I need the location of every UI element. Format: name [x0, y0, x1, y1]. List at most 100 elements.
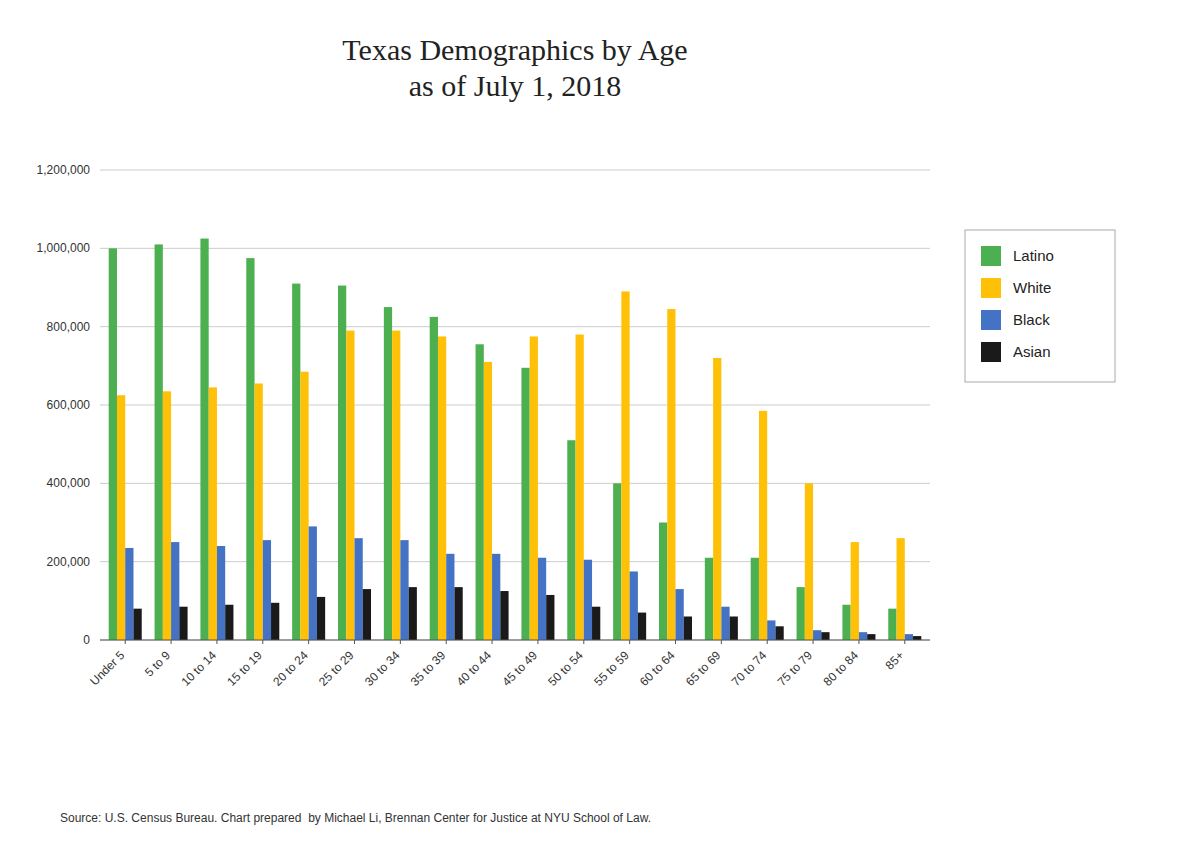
bar — [630, 571, 638, 640]
bar — [859, 632, 867, 640]
bar — [484, 362, 492, 640]
bar — [200, 239, 208, 640]
bar — [721, 607, 729, 640]
bar — [684, 617, 692, 641]
grid-line — [100, 405, 930, 406]
x-tick — [629, 640, 630, 644]
x-tick-label: 70 to 74 — [729, 648, 770, 689]
bar — [217, 546, 225, 640]
x-tick — [858, 640, 859, 644]
legend-label: Latino — [1013, 247, 1054, 264]
bar — [759, 411, 767, 640]
x-tick-label: 40 to 44 — [454, 648, 495, 689]
bar-series — [125, 526, 913, 640]
x-tick-label: 85+ — [883, 648, 907, 672]
legend-label: Asian — [1013, 343, 1051, 360]
bar — [576, 335, 584, 641]
x-tick — [492, 640, 493, 644]
bar — [813, 630, 821, 640]
y-tick-label: 1,200,000 — [37, 163, 91, 177]
x-tick — [400, 640, 401, 644]
bar — [155, 244, 163, 640]
bar — [867, 634, 875, 640]
bar — [409, 587, 417, 640]
bar — [125, 548, 133, 640]
bar — [392, 331, 400, 640]
bars — [109, 239, 922, 640]
bar — [492, 554, 500, 640]
x-tick — [675, 640, 676, 644]
bar — [246, 258, 254, 640]
bar — [675, 589, 683, 640]
y-tick-label: 200,000 — [47, 555, 91, 569]
chart: Texas Demographics by Ageas of July 1, 2… — [0, 0, 1200, 852]
legend: LatinoWhiteBlackAsian — [965, 230, 1115, 382]
x-tick — [354, 640, 355, 644]
bar — [454, 587, 462, 640]
bar — [767, 620, 775, 640]
bar — [400, 540, 408, 640]
x-tick — [537, 640, 538, 644]
x-axis-line — [100, 640, 930, 641]
bar — [584, 560, 592, 640]
x-tick — [767, 640, 768, 644]
bar — [546, 595, 554, 640]
bar — [905, 634, 913, 640]
bar — [292, 284, 300, 640]
x-tick — [171, 640, 172, 644]
bar — [317, 597, 325, 640]
legend-swatch — [981, 342, 1001, 362]
bar — [797, 587, 805, 640]
y-tick-label: 600,000 — [47, 398, 91, 412]
bar — [355, 538, 363, 640]
bar — [255, 383, 263, 640]
bar — [567, 440, 575, 640]
y-tick-label: 800,000 — [47, 320, 91, 334]
grid-line — [100, 248, 930, 249]
x-tick — [446, 640, 447, 644]
x-tick-label: 50 to 54 — [545, 648, 586, 689]
grid-line — [100, 326, 930, 327]
y-tick-label: 1,000,000 — [37, 241, 91, 255]
bar — [263, 540, 271, 640]
x-tick — [262, 640, 263, 644]
legend-frame — [965, 230, 1115, 382]
x-tick — [308, 640, 309, 644]
bar — [805, 483, 813, 640]
x-tick — [813, 640, 814, 644]
bar — [897, 538, 905, 640]
bar — [179, 607, 187, 640]
bar — [530, 336, 538, 640]
bar — [713, 358, 721, 640]
x-tick — [216, 640, 217, 644]
bar — [384, 307, 392, 640]
bar — [225, 605, 233, 640]
x-tick-label: 60 to 64 — [637, 648, 678, 689]
x-tick-label: 75 to 79 — [775, 648, 816, 689]
background — [0, 0, 1200, 852]
x-tick-label: 35 to 39 — [408, 648, 449, 689]
bar — [730, 617, 738, 641]
bar — [171, 542, 179, 640]
x-tick-label: Under 5 — [87, 648, 127, 688]
x-tick-label: 30 to 34 — [362, 648, 403, 689]
bar — [133, 609, 141, 640]
x-tick-label: 10 to 14 — [178, 648, 219, 689]
bar — [438, 336, 446, 640]
bar — [913, 636, 921, 640]
bar — [163, 391, 171, 640]
bar — [538, 558, 546, 640]
bar — [209, 387, 217, 640]
x-tick-label: 25 to 29 — [316, 648, 357, 689]
x-tick-label: 5 to 9 — [142, 648, 173, 679]
legend-label: White — [1013, 279, 1051, 296]
bar — [521, 368, 529, 640]
bar — [446, 554, 454, 640]
bar — [309, 526, 317, 640]
bar — [613, 483, 621, 640]
x-tick — [904, 640, 905, 644]
bar-series — [117, 291, 905, 640]
bar — [621, 291, 629, 640]
bar — [117, 395, 125, 640]
bar — [659, 523, 667, 641]
